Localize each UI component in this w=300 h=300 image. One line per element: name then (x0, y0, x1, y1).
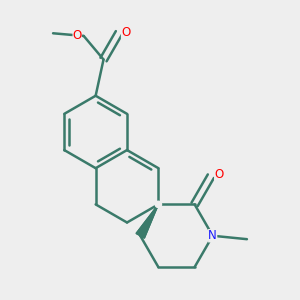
Polygon shape (136, 204, 158, 238)
Circle shape (155, 201, 161, 208)
Text: O: O (214, 168, 223, 181)
Text: N: N (208, 229, 217, 242)
Text: O: O (73, 29, 82, 42)
Polygon shape (136, 204, 158, 238)
Text: O: O (121, 26, 130, 39)
